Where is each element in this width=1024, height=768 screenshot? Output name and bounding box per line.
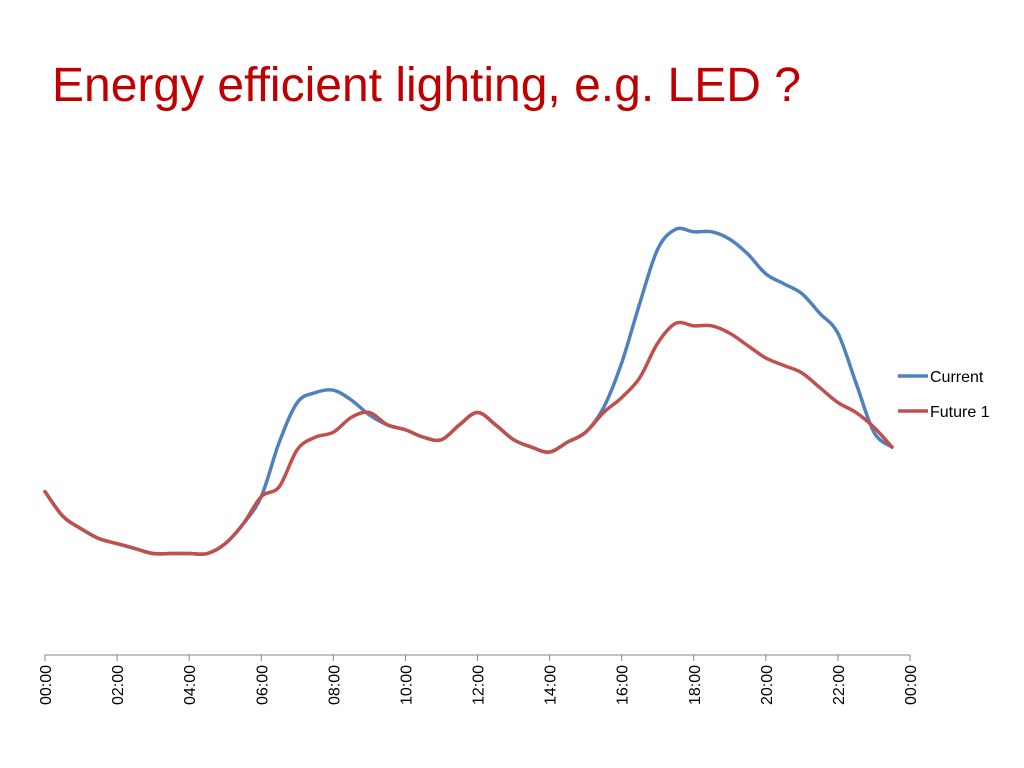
series-line-current [43,226,894,556]
series-line-future-1 [43,320,894,556]
x-tick-label: 00:00 [38,665,55,705]
x-tick-label: 14:00 [543,665,560,705]
x-tick-label: 08:00 [326,665,343,705]
legend: Current Future 1 [898,369,990,421]
x-tick-label: 16:00 [615,665,632,705]
x-tick-label: 10:00 [398,665,415,705]
x-tick-label: 22:00 [831,665,848,705]
series-lines [43,226,894,556]
x-tick-label: 06:00 [254,665,271,705]
x-axis: 00:00 02:00 04:00 06:00 08:00 10:00 12:00 14:00… [38,654,920,705]
legend-label: Future 1 [930,404,990,421]
legend-label: Current [930,369,984,386]
x-tick-label: 00:00 [903,665,920,705]
slide-title: Energy efficient lighting, e.g. LED ? [52,59,801,112]
x-tick-label: 20:00 [759,665,776,705]
x-tick-label: 04:00 [182,665,199,705]
x-tick-label: 02:00 [110,665,127,705]
x-tick-label: 12:00 [471,665,488,705]
x-tick-label: 18:00 [687,665,704,705]
